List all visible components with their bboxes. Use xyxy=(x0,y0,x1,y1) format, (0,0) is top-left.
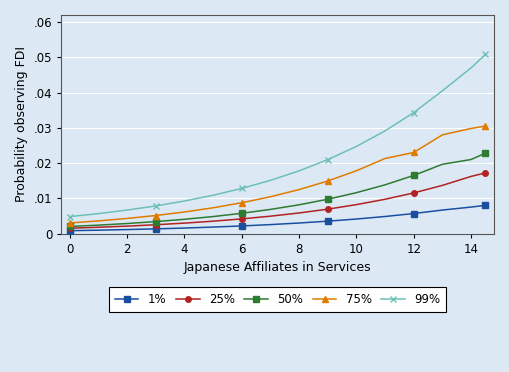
X-axis label: Japanese Affiliates in Services: Japanese Affiliates in Services xyxy=(184,261,372,274)
50% xyxy=(483,151,489,155)
25% xyxy=(239,217,245,221)
50% xyxy=(153,219,159,224)
25% xyxy=(153,222,159,227)
75% xyxy=(239,201,245,205)
1% xyxy=(153,227,159,231)
99% xyxy=(67,214,73,219)
50% xyxy=(239,211,245,215)
1% xyxy=(67,228,73,233)
99% xyxy=(325,157,331,162)
99% xyxy=(483,52,489,57)
Line: 50%: 50% xyxy=(67,150,488,229)
25% xyxy=(411,191,417,195)
Line: 75%: 75% xyxy=(67,123,488,226)
Line: 1%: 1% xyxy=(67,202,488,234)
1% xyxy=(325,219,331,224)
75% xyxy=(153,213,159,218)
50% xyxy=(67,224,73,229)
Line: 99%: 99% xyxy=(67,52,488,219)
99% xyxy=(153,204,159,208)
50% xyxy=(411,173,417,178)
50% xyxy=(325,197,331,202)
1% xyxy=(483,203,489,208)
Legend: 1%, 25%, 50%, 75%, 99%: 1%, 25%, 50%, 75%, 99% xyxy=(109,288,446,312)
25% xyxy=(483,171,489,175)
Line: 25%: 25% xyxy=(67,170,488,231)
75% xyxy=(67,221,73,225)
75% xyxy=(411,150,417,155)
75% xyxy=(325,179,331,183)
75% xyxy=(483,124,489,128)
99% xyxy=(239,186,245,190)
1% xyxy=(411,211,417,216)
99% xyxy=(411,110,417,115)
1% xyxy=(239,224,245,228)
25% xyxy=(67,226,73,231)
Y-axis label: Probability observing FDI: Probability observing FDI xyxy=(15,46,28,202)
25% xyxy=(325,207,331,211)
